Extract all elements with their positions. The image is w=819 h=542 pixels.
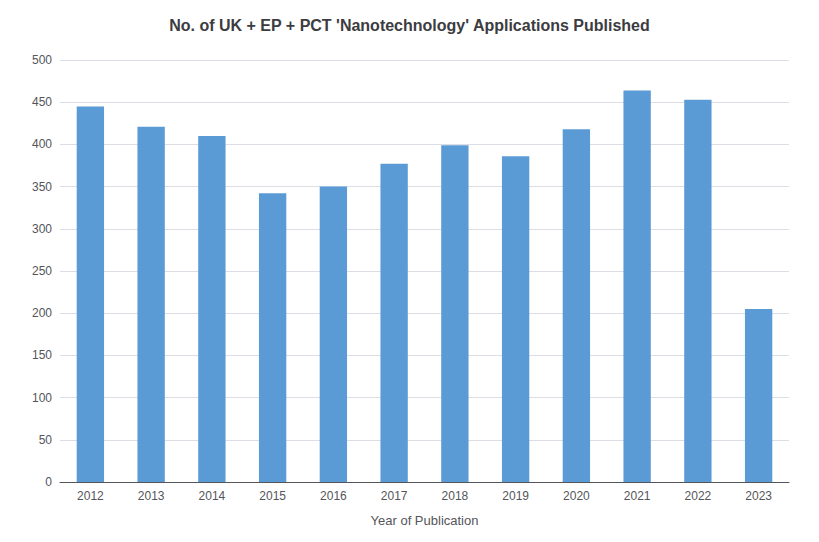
svg-text:2018: 2018 [442,489,469,503]
svg-text:200: 200 [32,306,52,320]
svg-text:2013: 2013 [138,489,165,503]
svg-text:2019: 2019 [502,489,529,503]
svg-text:50: 50 [39,433,53,447]
svg-text:2023: 2023 [745,489,772,503]
svg-text:2012: 2012 [77,489,104,503]
svg-text:2016: 2016 [320,489,347,503]
svg-text:450: 450 [32,95,52,109]
svg-text:2015: 2015 [259,489,286,503]
svg-text:250: 250 [32,264,52,278]
svg-text:400: 400 [32,137,52,151]
svg-text:500: 500 [32,53,52,67]
svg-text:0: 0 [45,475,52,489]
svg-text:2021: 2021 [624,489,651,503]
svg-text:2020: 2020 [563,489,590,503]
svg-text:300: 300 [32,222,52,236]
svg-text:2022: 2022 [685,489,712,503]
svg-text:150: 150 [32,348,52,362]
svg-text:2014: 2014 [199,489,226,503]
svg-text:Year of Publication: Year of Publication [371,513,479,528]
svg-text:350: 350 [32,180,52,194]
svg-text:100: 100 [32,391,52,405]
svg-text:2017: 2017 [381,489,408,503]
svg-text:No. of UK + EP + PCT 'Nanotech: No. of UK + EP + PCT 'Nanotechnology' Ap… [169,17,650,34]
